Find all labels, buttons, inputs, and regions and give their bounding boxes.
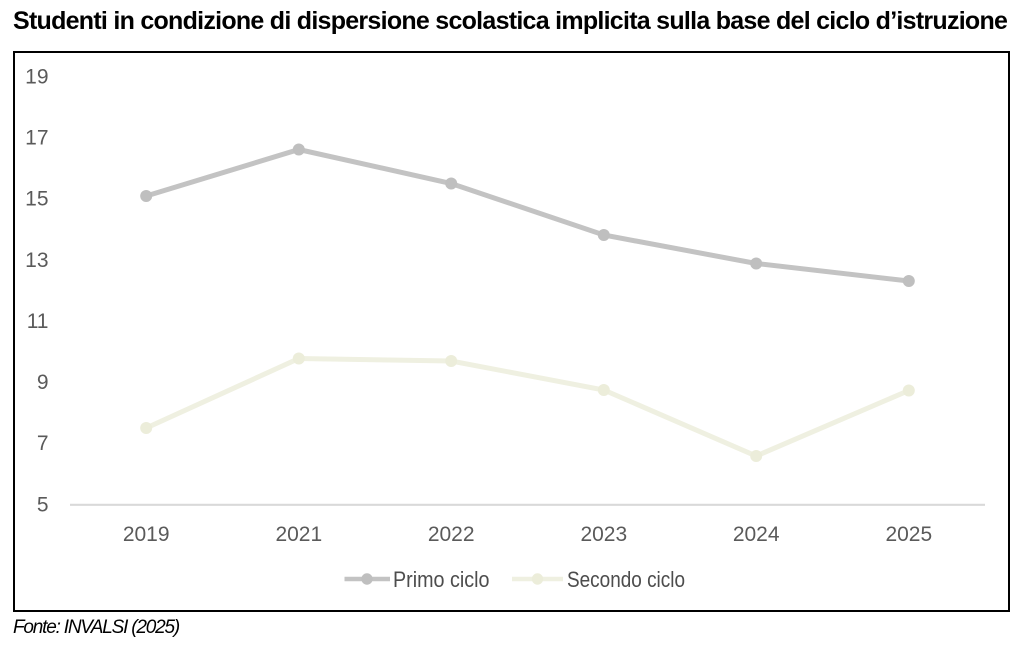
svg-text:2019: 2019 [123, 523, 170, 546]
svg-text:Primo ciclo: Primo ciclo [393, 567, 490, 592]
svg-text:7: 7 [37, 432, 49, 455]
svg-text:2021: 2021 [275, 523, 322, 546]
svg-text:9: 9 [37, 371, 49, 394]
svg-text:2025: 2025 [885, 523, 932, 546]
svg-text:2024: 2024 [733, 523, 780, 546]
svg-text:11: 11 [27, 310, 49, 333]
svg-text:19: 19 [25, 65, 48, 88]
svg-text:Secondo ciclo: Secondo ciclo [567, 567, 685, 592]
svg-text:2023: 2023 [580, 523, 627, 546]
svg-text:13: 13 [25, 249, 48, 272]
svg-text:15: 15 [25, 188, 48, 211]
svg-text:5: 5 [37, 493, 49, 516]
svg-text:17: 17 [25, 127, 48, 150]
svg-text:2022: 2022 [428, 523, 475, 546]
